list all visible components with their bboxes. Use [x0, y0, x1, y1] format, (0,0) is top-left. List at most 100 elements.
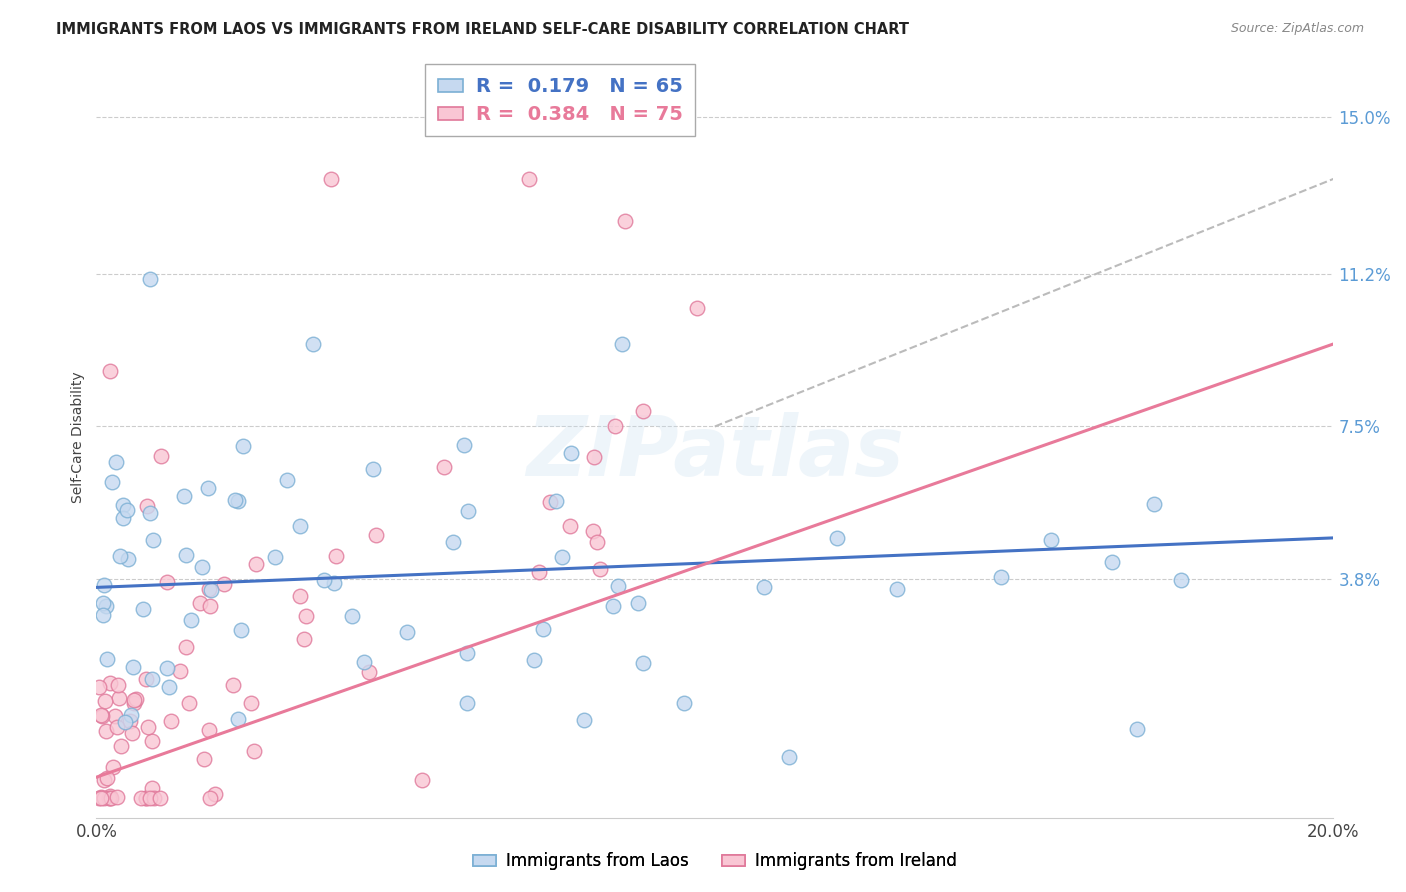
- Point: [242, 744, 264, 758]
- Point: [131, 602, 153, 616]
- Point: [411, 772, 433, 787]
- Point: [197, 481, 219, 495]
- Point: [136, 500, 159, 514]
- Point: [517, 172, 540, 186]
- Point: [94, 694, 117, 708]
- Point: [91, 708, 114, 723]
- Point: [107, 678, 129, 692]
- Point: [108, 691, 131, 706]
- Point: [138, 790, 160, 805]
- Point: [200, 599, 222, 614]
- Point: [89, 790, 111, 805]
- Point: [292, 632, 315, 646]
- Point: [603, 419, 626, 434]
- Point: [101, 759, 124, 773]
- Point: [627, 596, 650, 610]
- Point: [98, 676, 121, 690]
- Point: [778, 749, 800, 764]
- Point: [135, 672, 157, 686]
- Point: [110, 739, 132, 753]
- Point: [98, 789, 121, 803]
- Point: [135, 790, 157, 805]
- Point: [456, 696, 478, 710]
- Point: [90, 708, 112, 723]
- Point: [91, 596, 114, 610]
- Y-axis label: Self-Care Disability: Self-Care Disability: [72, 371, 86, 502]
- Point: [754, 580, 776, 594]
- Point: [98, 790, 121, 805]
- Point: [523, 653, 546, 667]
- Point: [96, 771, 118, 785]
- Point: [173, 489, 195, 503]
- Point: [325, 549, 347, 563]
- Point: [433, 460, 456, 475]
- Point: [143, 790, 166, 805]
- Text: IMMIGRANTS FROM LAOS VS IMMIGRANTS FROM IRELAND SELF-CARE DISABILITY CORRELATION: IMMIGRANTS FROM LAOS VS IMMIGRANTS FROM …: [56, 22, 910, 37]
- Point: [240, 696, 263, 710]
- Point: [825, 531, 848, 545]
- Point: [141, 533, 163, 547]
- Point: [572, 713, 595, 727]
- Point: [245, 557, 267, 571]
- Point: [529, 565, 551, 579]
- Point: [135, 790, 157, 805]
- Point: [582, 450, 605, 465]
- Point: [89, 680, 111, 694]
- Point: [232, 439, 254, 453]
- Point: [105, 455, 128, 469]
- Point: [100, 790, 122, 805]
- Point: [353, 655, 375, 669]
- Point: [204, 787, 226, 801]
- Point: [222, 678, 245, 692]
- Point: [364, 528, 387, 542]
- Point: [1101, 555, 1123, 569]
- Point: [551, 549, 574, 564]
- Point: [456, 647, 478, 661]
- Point: [191, 560, 214, 574]
- Point: [321, 172, 343, 186]
- Point: [120, 707, 142, 722]
- Point: [886, 582, 908, 596]
- Point: [558, 519, 581, 533]
- Point: [101, 475, 124, 489]
- Point: [124, 697, 146, 711]
- Point: [224, 492, 246, 507]
- Point: [138, 506, 160, 520]
- Point: [188, 596, 211, 610]
- Point: [94, 724, 117, 739]
- Point: [139, 272, 162, 286]
- Point: [117, 552, 139, 566]
- Point: [228, 712, 250, 726]
- Point: [93, 773, 115, 788]
- Point: [546, 494, 568, 508]
- Point: [226, 494, 249, 508]
- Point: [396, 624, 419, 639]
- Point: [631, 656, 654, 670]
- Point: [111, 498, 134, 512]
- Point: [160, 714, 183, 729]
- Point: [121, 725, 143, 739]
- Point: [585, 534, 607, 549]
- Point: [686, 301, 709, 316]
- Point: [122, 660, 145, 674]
- Point: [108, 549, 131, 563]
- Point: [441, 534, 464, 549]
- Point: [560, 446, 582, 460]
- Point: [581, 524, 603, 538]
- Point: [288, 519, 311, 533]
- Point: [122, 693, 145, 707]
- Point: [606, 579, 628, 593]
- Point: [179, 613, 201, 627]
- Point: [174, 548, 197, 562]
- Text: ZIPatlas: ZIPatlas: [526, 411, 904, 492]
- Point: [96, 651, 118, 665]
- Point: [111, 511, 134, 525]
- Point: [610, 337, 633, 351]
- Point: [136, 720, 159, 734]
- Point: [94, 599, 117, 613]
- Point: [614, 214, 637, 228]
- Point: [295, 608, 318, 623]
- Point: [198, 582, 221, 596]
- Point: [149, 790, 172, 805]
- Point: [149, 449, 172, 463]
